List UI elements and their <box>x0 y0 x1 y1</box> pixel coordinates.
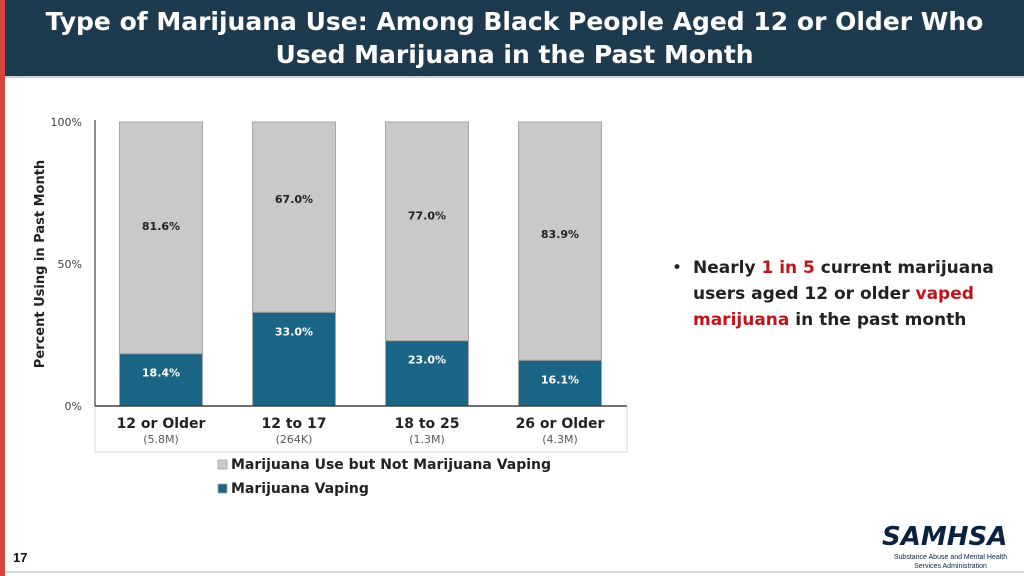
data-label-non-vaping: 83.9% <box>541 228 579 241</box>
data-label-vaping: 18.4% <box>142 367 180 380</box>
bar-non-vaping <box>518 121 602 361</box>
bullet-text-part2: current marijuana users aged 12 or older <box>693 258 994 304</box>
page-number: 17 <box>13 550 28 565</box>
logo-wordmark: SAMHSA <box>882 522 1008 552</box>
data-label-non-vaping: 77.0% <box>408 209 446 222</box>
data-label-non-vaping: 81.6% <box>142 220 180 233</box>
bar-non-vaping <box>385 121 469 342</box>
data-label-vaping: 23.0% <box>408 354 446 367</box>
header-rule <box>5 76 1024 78</box>
slide-header: Type of Marijuana Use: Among Black Peopl… <box>5 0 1024 76</box>
category-sublabel: (1.3M) <box>409 433 445 446</box>
bar-vaping <box>119 353 203 407</box>
category-label: 26 or Older <box>516 416 605 432</box>
category-sublabel: (5.8M) <box>143 433 179 446</box>
bullet-highlight-vaped: vaped marijuana <box>693 284 974 330</box>
left-accent-stripe <box>0 0 5 576</box>
category-sublabel: (264K) <box>276 433 313 446</box>
slide-title-line2: Used Marijuana in the Past Month <box>275 40 754 69</box>
category-label: 12 or Older <box>117 416 206 432</box>
data-label-non-vaping: 67.0% <box>275 193 313 206</box>
logo-subtitle: Substance Abuse and Mental Health Servic… <box>893 554 1008 570</box>
bullet-text-part3: in the past month <box>789 310 967 330</box>
bar-non-vaping <box>252 121 336 313</box>
bullet-text: Nearly 1 in 5 current marijuana users ag… <box>693 255 1003 333</box>
y-tick-label: 100% <box>51 116 82 129</box>
bullet-highlight-ratio: 1 in 5 <box>761 258 815 278</box>
bar-non-vaping <box>119 121 203 355</box>
bar-vaping <box>518 359 602 407</box>
bullet-text-part1: Nearly <box>693 258 762 278</box>
legend-swatch <box>217 483 228 494</box>
footer-rule <box>5 571 1024 573</box>
bullet-marker: • <box>672 258 683 278</box>
slide-title-line1: Type of Marijuana Use: Among Black Peopl… <box>45 7 984 36</box>
y-tick-label: 50% <box>58 258 82 271</box>
category-label: 12 to 17 <box>261 416 326 432</box>
y-tick-label: 0% <box>65 400 82 413</box>
category-sublabel: (4.3M) <box>542 433 578 446</box>
bar-vaping <box>252 311 336 407</box>
legend-label: Marijuana Use but Not Marijuana Vaping <box>231 457 551 473</box>
bar-vaping <box>385 340 469 407</box>
legend-label: Marijuana Vaping <box>231 481 369 497</box>
legend-swatch <box>217 459 228 470</box>
category-label: 18 to 25 <box>394 416 459 432</box>
data-label-vaping: 33.0% <box>275 325 313 338</box>
y-axis-title: Percent Using in Past Month <box>33 160 48 368</box>
data-label-vaping: 16.1% <box>541 373 579 386</box>
